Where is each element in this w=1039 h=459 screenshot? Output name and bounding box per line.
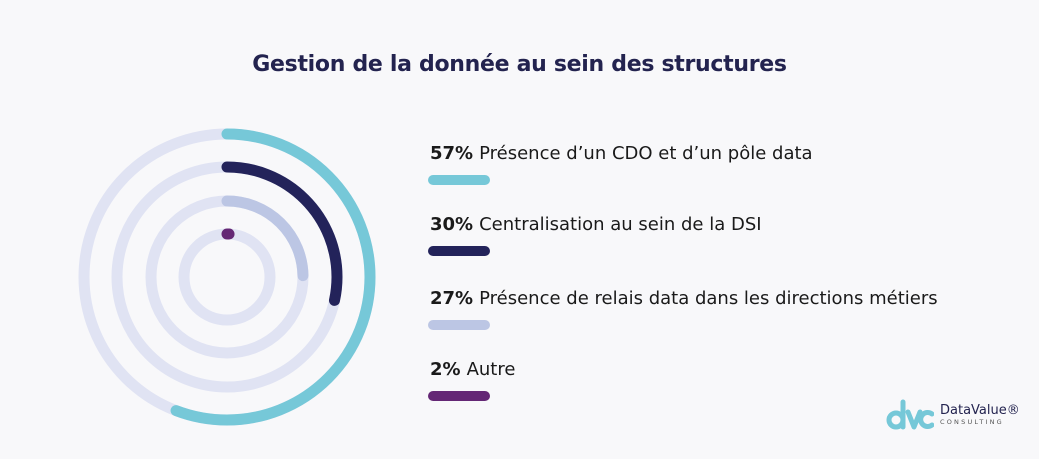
legend-item: 30% Centralisation au sein de la DSI xyxy=(428,214,762,256)
legend-swatch xyxy=(428,391,490,401)
dvc-logo-mark-icon xyxy=(886,399,934,430)
legend-swatch xyxy=(428,320,490,330)
ring-arc-2 xyxy=(111,161,343,393)
ring-track xyxy=(178,228,276,326)
logo-name: DataValue® xyxy=(940,403,1020,418)
chart-title: Gestion de la donnée au sein des structu… xyxy=(252,52,787,77)
legend-value: 57% xyxy=(430,143,474,164)
legend-swatch xyxy=(428,246,490,256)
legend-item: 57% Présence d’un CDO et d’un pôle data xyxy=(428,143,813,185)
datavalue-logo: DataValue® CONSULTING xyxy=(886,398,1020,432)
radial-bar-chart xyxy=(78,128,376,426)
legend-label: Présence d’un CDO et d’un pôle data xyxy=(479,143,813,164)
ring-arc-1 xyxy=(78,128,376,426)
legend-label: Présence de relais data dans les directi… xyxy=(479,288,938,309)
ring-arc-3 xyxy=(145,195,309,359)
legend-value: 2% xyxy=(430,359,461,380)
legend-item: 2% Autre xyxy=(428,359,516,401)
legend-value: 30% xyxy=(430,214,474,235)
ring-arc-4 xyxy=(178,228,276,326)
legend-swatch xyxy=(428,175,490,185)
legend-label: Autre xyxy=(466,359,516,380)
legend-item: 27% Présence de relais data dans les dire… xyxy=(428,288,938,330)
logo-subtitle: CONSULTING xyxy=(940,418,1004,426)
legend-value: 27% xyxy=(430,288,474,309)
legend-label: Centralisation au sein de la DSI xyxy=(479,214,762,235)
